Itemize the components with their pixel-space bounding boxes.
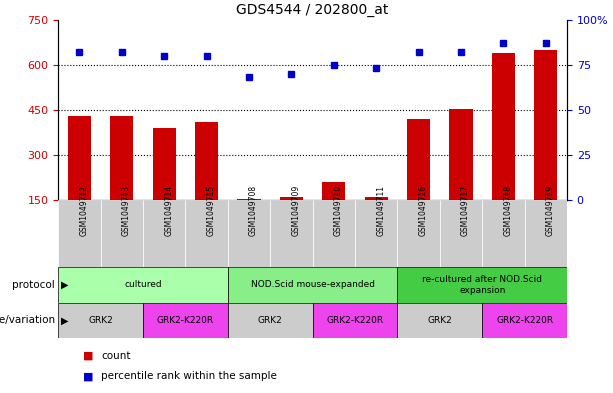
- Text: percentile rank within the sample: percentile rank within the sample: [101, 371, 277, 381]
- Text: GSM1049713: GSM1049713: [122, 185, 131, 236]
- Text: re-cultured after NOD.Scid
expansion: re-cultured after NOD.Scid expansion: [422, 275, 543, 295]
- Bar: [313, 303, 397, 338]
- Text: GRK2-K220R: GRK2-K220R: [157, 316, 214, 325]
- Bar: [58, 200, 101, 267]
- Title: GDS4544 / 202800_at: GDS4544 / 202800_at: [237, 3, 389, 17]
- Text: GSM1049715: GSM1049715: [207, 185, 216, 236]
- Bar: [407, 119, 430, 200]
- Text: GSM1049710: GSM1049710: [334, 185, 343, 236]
- Bar: [280, 196, 303, 200]
- Bar: [270, 200, 313, 267]
- Text: GSM1049712: GSM1049712: [80, 185, 88, 236]
- Bar: [482, 200, 525, 267]
- Text: GSM1049714: GSM1049714: [164, 185, 173, 236]
- Bar: [397, 303, 482, 338]
- Bar: [143, 303, 228, 338]
- Text: NOD.Scid mouse-expanded: NOD.Scid mouse-expanded: [251, 281, 375, 289]
- Bar: [322, 182, 346, 200]
- Text: GRK2: GRK2: [427, 316, 452, 325]
- Text: GSM1049708: GSM1049708: [249, 185, 258, 236]
- Bar: [397, 200, 440, 267]
- Text: GRK2: GRK2: [88, 316, 113, 325]
- Bar: [101, 200, 143, 267]
- Text: GSM1049709: GSM1049709: [291, 185, 300, 236]
- Bar: [440, 200, 482, 267]
- Bar: [397, 267, 567, 303]
- Text: GRK2: GRK2: [258, 316, 283, 325]
- Bar: [365, 196, 388, 200]
- Text: ■: ■: [83, 351, 93, 361]
- Text: GSM1049719: GSM1049719: [546, 185, 555, 236]
- Bar: [143, 200, 185, 267]
- Text: cultured: cultured: [124, 281, 162, 289]
- Text: protocol: protocol: [12, 280, 55, 290]
- Text: ▶: ▶: [61, 315, 69, 325]
- Text: count: count: [101, 351, 131, 361]
- Text: GRK2-K220R: GRK2-K220R: [327, 316, 384, 325]
- Bar: [58, 267, 228, 303]
- Text: GSM1049716: GSM1049716: [419, 185, 428, 236]
- Bar: [195, 122, 218, 200]
- Bar: [534, 50, 557, 200]
- Bar: [492, 53, 515, 200]
- Bar: [525, 200, 567, 267]
- Text: GSM1049717: GSM1049717: [461, 185, 470, 236]
- Bar: [110, 116, 134, 200]
- Bar: [185, 200, 228, 267]
- Text: GSM1049718: GSM1049718: [503, 185, 512, 236]
- Bar: [228, 200, 270, 267]
- Bar: [58, 303, 143, 338]
- Bar: [68, 116, 91, 200]
- Bar: [355, 200, 397, 267]
- Text: GSM1049711: GSM1049711: [376, 185, 385, 236]
- Text: GRK2-K220R: GRK2-K220R: [496, 316, 553, 325]
- Text: genotype/variation: genotype/variation: [0, 315, 55, 325]
- Bar: [482, 303, 567, 338]
- Bar: [313, 200, 355, 267]
- Text: ■: ■: [83, 371, 93, 381]
- Bar: [228, 267, 397, 303]
- Text: ▶: ▶: [61, 280, 69, 290]
- Bar: [237, 199, 261, 200]
- Bar: [449, 108, 473, 200]
- Bar: [153, 128, 176, 200]
- Bar: [228, 303, 313, 338]
